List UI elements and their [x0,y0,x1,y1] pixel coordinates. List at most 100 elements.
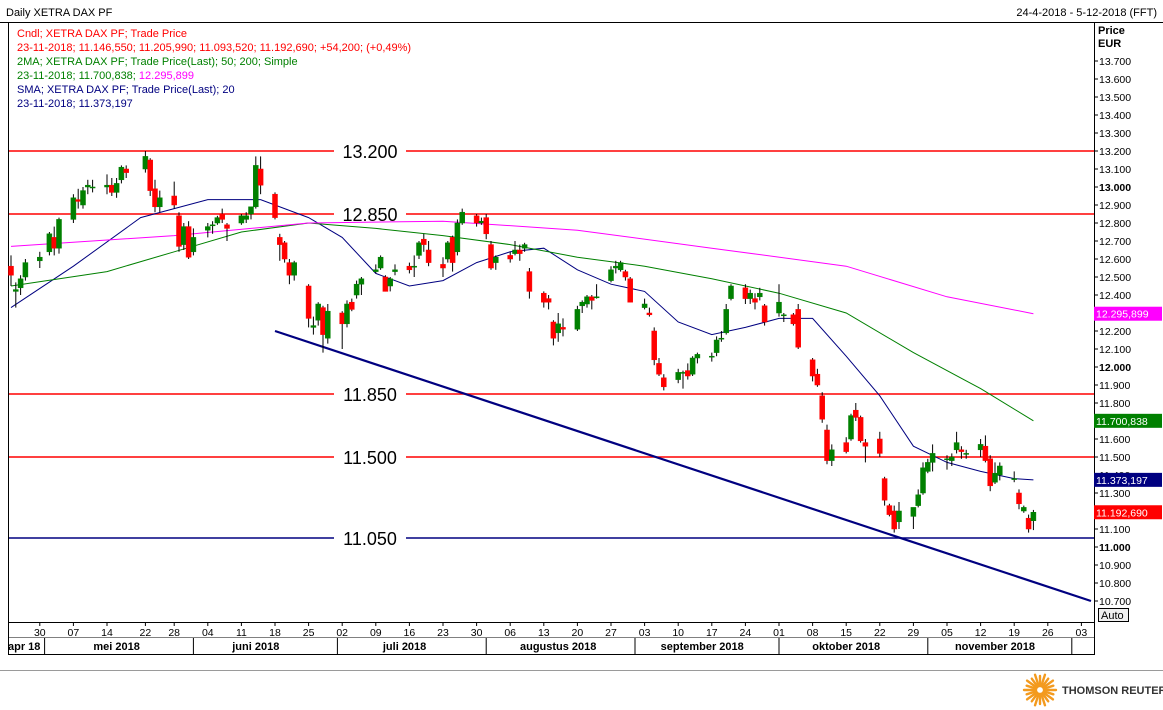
candle [761,304,768,326]
day-tick-label: 05 [941,627,953,639]
price-tick-label: 10.900 [1099,560,1131,572]
candle-body [1021,507,1027,512]
candle-body [253,165,259,208]
candle-body [147,159,153,191]
candle [953,431,960,454]
candle-body [353,283,360,296]
candle-body [862,442,869,447]
legend-ma-values: 23-11-2018; 11.700,838; 12.295,899 [17,70,194,82]
candle-body [689,357,696,375]
candle-body [142,156,149,170]
candle-body [550,321,557,339]
candle-body [373,269,379,272]
candle-body [89,186,96,189]
candle [608,266,614,283]
candle [392,264,398,276]
candle [325,304,331,344]
candle [862,439,869,463]
month-label: augustus 2018 [520,641,596,653]
candle [1016,489,1022,510]
candle [449,235,456,272]
candle [574,305,581,331]
candle [843,437,849,454]
price-tick-label: 13.000 [1099,182,1131,194]
price-tick-label: 11.900 [1099,380,1130,392]
time-axis-frame [8,622,1095,655]
candle-body [848,415,854,440]
candle-body [541,292,547,303]
candle-body [776,301,782,314]
price-tick-label: 13.600 [1099,74,1131,86]
candle [757,287,763,301]
candle-body [416,242,422,256]
candle-body [641,303,648,308]
candle [521,242,528,252]
candle [997,462,1003,481]
candle [123,165,129,178]
price-tick-label: 10.800 [1099,578,1131,590]
price-tick-label: 12.000 [1099,362,1131,374]
candle-body [761,305,768,323]
logo-text: THOMSON REUTERS [1062,685,1163,697]
candle [742,284,749,304]
candle [593,284,600,299]
candle-body [493,256,499,263]
candle-body [248,206,254,215]
candle-body [584,296,590,305]
day-tick-label: 30 [471,627,483,639]
time-axis: 30 07 14 22 28 04 11 18 25 02 09 16 23 30 06 13 20 27 03 10… [8,622,1087,654]
level-label-bg [334,446,406,467]
candle-body [80,190,86,206]
candle-body [997,465,1003,476]
day-tick-label: 07 [68,627,80,639]
candle [349,298,355,312]
candle-body [819,395,825,420]
candle [118,165,125,184]
candle [896,502,902,529]
day-tick-label: 29 [908,627,920,639]
candle-body [886,505,893,515]
candle-body [574,309,581,330]
price-tick-label: 13.700 [1099,56,1131,68]
level-label-bg [334,527,406,548]
auto-scale-button[interactable]: Auto [1098,608,1129,623]
candle [958,446,965,459]
candle-body [406,265,413,271]
candle [209,221,216,234]
candle [584,295,590,308]
day-tick-label: 24 [740,627,752,639]
candle [747,289,753,304]
candle-body [920,467,926,494]
candle-body [656,363,662,375]
auto-scale-button-label[interactable]: Auto [1101,610,1124,622]
candle-body [824,429,830,461]
candle [718,331,725,342]
currency-label: EUR [1098,38,1121,50]
candle [224,223,230,241]
candle [22,259,29,281]
candle [440,257,446,277]
candle-body [152,188,158,208]
candle-body [277,237,283,245]
candle [56,217,62,254]
candle-body [781,314,787,317]
day-tick-label: 28 [168,627,180,639]
candle-body [392,269,398,272]
candle [641,298,648,310]
candle [51,226,57,256]
candle [814,368,821,387]
day-tick-label: 22 [140,627,152,639]
month-label: september 2018 [661,641,744,653]
auto-scale-button-box[interactable] [1098,608,1129,622]
day-tick-label: 19 [1008,627,1020,639]
candle-body [185,226,192,258]
price-axis-label: Price [1098,25,1125,37]
price-tick-label: 13.200 [1099,146,1131,158]
candle [579,300,585,313]
logo-ray [1042,691,1055,701]
trendline [274,329,1092,603]
candle-body [728,285,734,299]
candle [651,327,657,366]
candle [483,214,489,240]
last-value-tag-label: 11.700,838 [1096,416,1148,428]
